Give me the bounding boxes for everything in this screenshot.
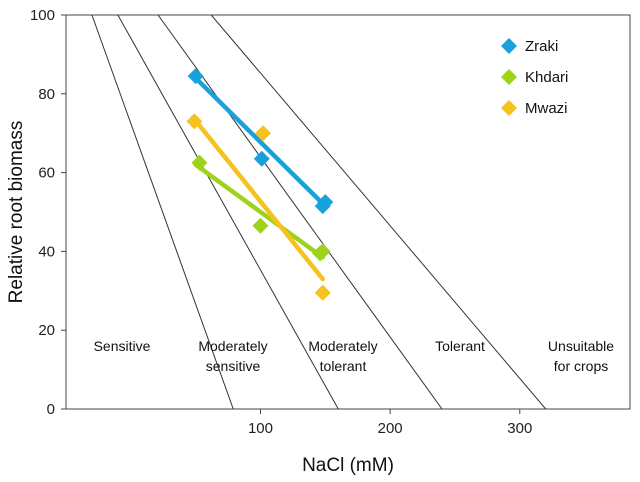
boundary-line-4 — [210, 15, 547, 409]
legend-label-mwazi: Mwazi — [525, 100, 568, 117]
tolerance-boundary-layer — [91, 15, 547, 409]
x-axis-title: NaCl (mM) — [302, 455, 394, 476]
legend-label-khdari: Khdari — [525, 69, 568, 86]
legend-marker-zraki — [501, 38, 517, 54]
zone-label-2: sensitive — [206, 358, 261, 374]
data-point-khdari — [312, 245, 329, 262]
data-point-khdari — [191, 154, 208, 171]
legend-marker-khdari — [501, 69, 517, 85]
x-tick-label: 200 — [378, 420, 403, 437]
y-tick-label: 20 — [38, 322, 55, 339]
zone-label-3: Moderately — [308, 338, 377, 354]
zone-label-layer: Sensitive Moderately sensitive Moderately to… — [94, 338, 615, 374]
fit-line-zraki — [193, 75, 328, 209]
legend: Zraki Khdari Mwazi — [501, 38, 568, 117]
y-axis-title: Relative root biomass — [6, 121, 27, 304]
data-point-mwazi — [314, 284, 331, 301]
plot-area — [65, 14, 631, 410]
y-tick-label: 0 — [47, 401, 55, 418]
legend-label-zraki: Zraki — [525, 38, 558, 55]
y-tick-label: 60 — [38, 165, 55, 182]
zone-label-2: Moderately — [198, 338, 267, 354]
y-tick-label: 100 — [30, 7, 55, 24]
data-point-zraki — [187, 68, 204, 85]
zone-label-1: Sensitive — [94, 338, 151, 354]
axis-layer: 0 20 40 60 80 100 100 200 300 — [30, 7, 532, 437]
boundary-line-2 — [117, 15, 339, 409]
zone-label-5: for crops — [554, 358, 608, 374]
zone-label-5: Unsuitable — [548, 338, 614, 354]
boundary-line-1 — [91, 15, 234, 409]
fit-line-khdari — [193, 162, 325, 260]
fit-line-mwazi — [190, 115, 325, 282]
y-tick-label: 40 — [38, 243, 55, 260]
data-point-mwazi — [186, 113, 203, 130]
fit-line-layer — [190, 75, 328, 282]
x-tick-label: 100 — [248, 420, 273, 437]
zone-label-4: Tolerant — [435, 338, 485, 354]
y-tick-label: 80 — [38, 86, 55, 103]
legend-marker-mwazi — [501, 100, 517, 116]
data-point-zraki — [253, 150, 270, 167]
data-point-mwazi — [255, 125, 272, 142]
x-tick-label: 300 — [507, 420, 532, 437]
boundary-line-3 — [157, 15, 443, 409]
data-point-khdari — [252, 217, 269, 234]
zone-label-3: tolerant — [320, 358, 367, 374]
data-point-zraki — [314, 198, 331, 215]
data-point-layer — [186, 68, 334, 301]
